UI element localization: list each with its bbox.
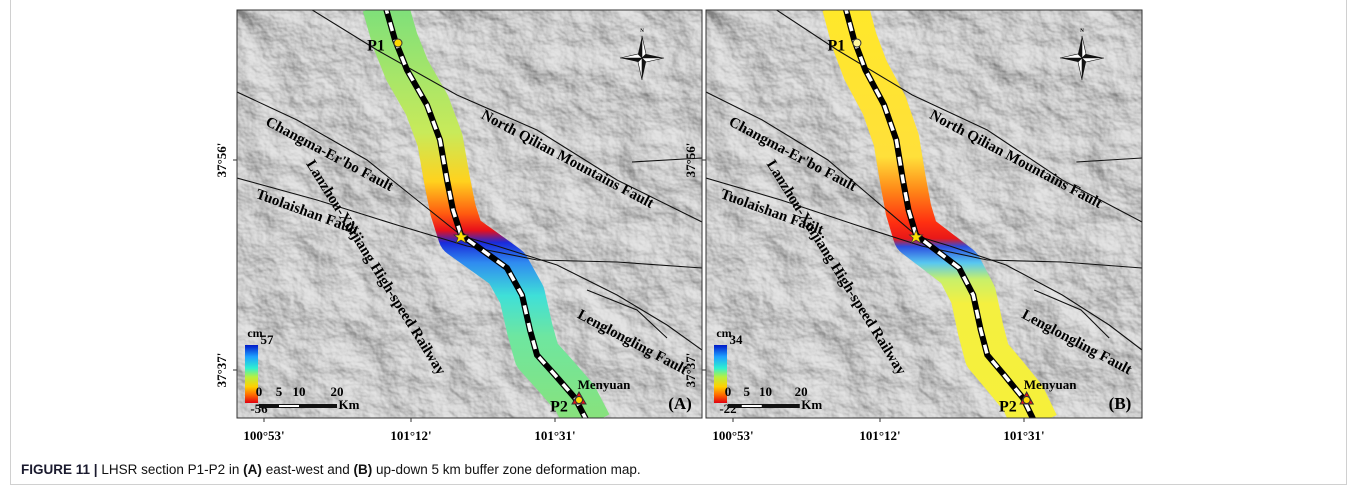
map-panel: North Qilian Mountains FaultChangma-Er'b…: [214, 5, 702, 443]
scale-unit: Km: [339, 397, 360, 412]
town-label: Menyuan: [578, 377, 632, 392]
caption: FIGURE 11 | LHSR section P1-P2 in (A) ea…: [21, 462, 641, 477]
scale-tick: 0: [725, 384, 732, 399]
scale-tick: 0: [256, 384, 263, 399]
map-panel: North Qilian Mountains FaultChangma-Er'b…: [683, 5, 1142, 443]
caption-text: LHSR section P1-P2 in: [101, 462, 239, 477]
town-label: Menyuan: [1024, 377, 1078, 392]
caption-text: up-down 5 km buffer zone deformation map…: [376, 462, 641, 477]
lon-label: 101°12': [390, 428, 431, 443]
lon-label: 100°53': [712, 428, 753, 443]
point-label: P2: [999, 399, 1017, 416]
caption-ref: (B): [354, 462, 373, 477]
scale-unit: Km: [801, 397, 822, 412]
lon-label: 101°12': [859, 428, 900, 443]
lon-label: 100°53': [243, 428, 284, 443]
scale-bar: [742, 405, 762, 407]
map-tag: (A): [668, 394, 692, 413]
point-label: P2: [550, 399, 568, 416]
lon-label: 101°31': [1003, 428, 1044, 443]
p1-marker: [853, 39, 861, 47]
scale-bar: [728, 404, 800, 408]
colorbar-max: 34: [730, 332, 744, 347]
lat-label: 37°37': [214, 353, 229, 388]
lat-label: 37°56': [683, 143, 698, 178]
scale-tick: 5: [276, 384, 283, 399]
p2-marker: [576, 397, 583, 404]
colorbar-max: 57: [261, 332, 275, 347]
scale-tick: 5: [744, 384, 751, 399]
point-label: P1: [367, 38, 385, 55]
p2-marker: [1023, 397, 1030, 404]
lat-label: 37°56': [214, 143, 229, 178]
colorbar-min: -22: [719, 401, 736, 416]
compass-label: N: [1080, 29, 1084, 34]
page: North Qilian Mountains FaultChangma-Er'b…: [0, 0, 1359, 495]
scale-tick: 10: [293, 384, 306, 399]
caption-label: FIGURE 11 |: [21, 462, 98, 477]
caption-text: east-west and: [266, 462, 350, 477]
scale-bar: [279, 405, 299, 407]
p1-marker: [394, 39, 402, 47]
map-tag: (B): [1109, 394, 1132, 413]
compass-label: N: [640, 29, 644, 34]
scale-tick: 10: [759, 384, 772, 399]
point-label: P1: [827, 38, 845, 55]
lat-label: 37°37': [683, 353, 698, 388]
colorbar-min: -56: [250, 401, 268, 416]
figure: North Qilian Mountains FaultChangma-Er'b…: [0, 0, 1359, 455]
lon-label: 101°31': [534, 428, 575, 443]
caption-ref: (A): [243, 462, 262, 477]
